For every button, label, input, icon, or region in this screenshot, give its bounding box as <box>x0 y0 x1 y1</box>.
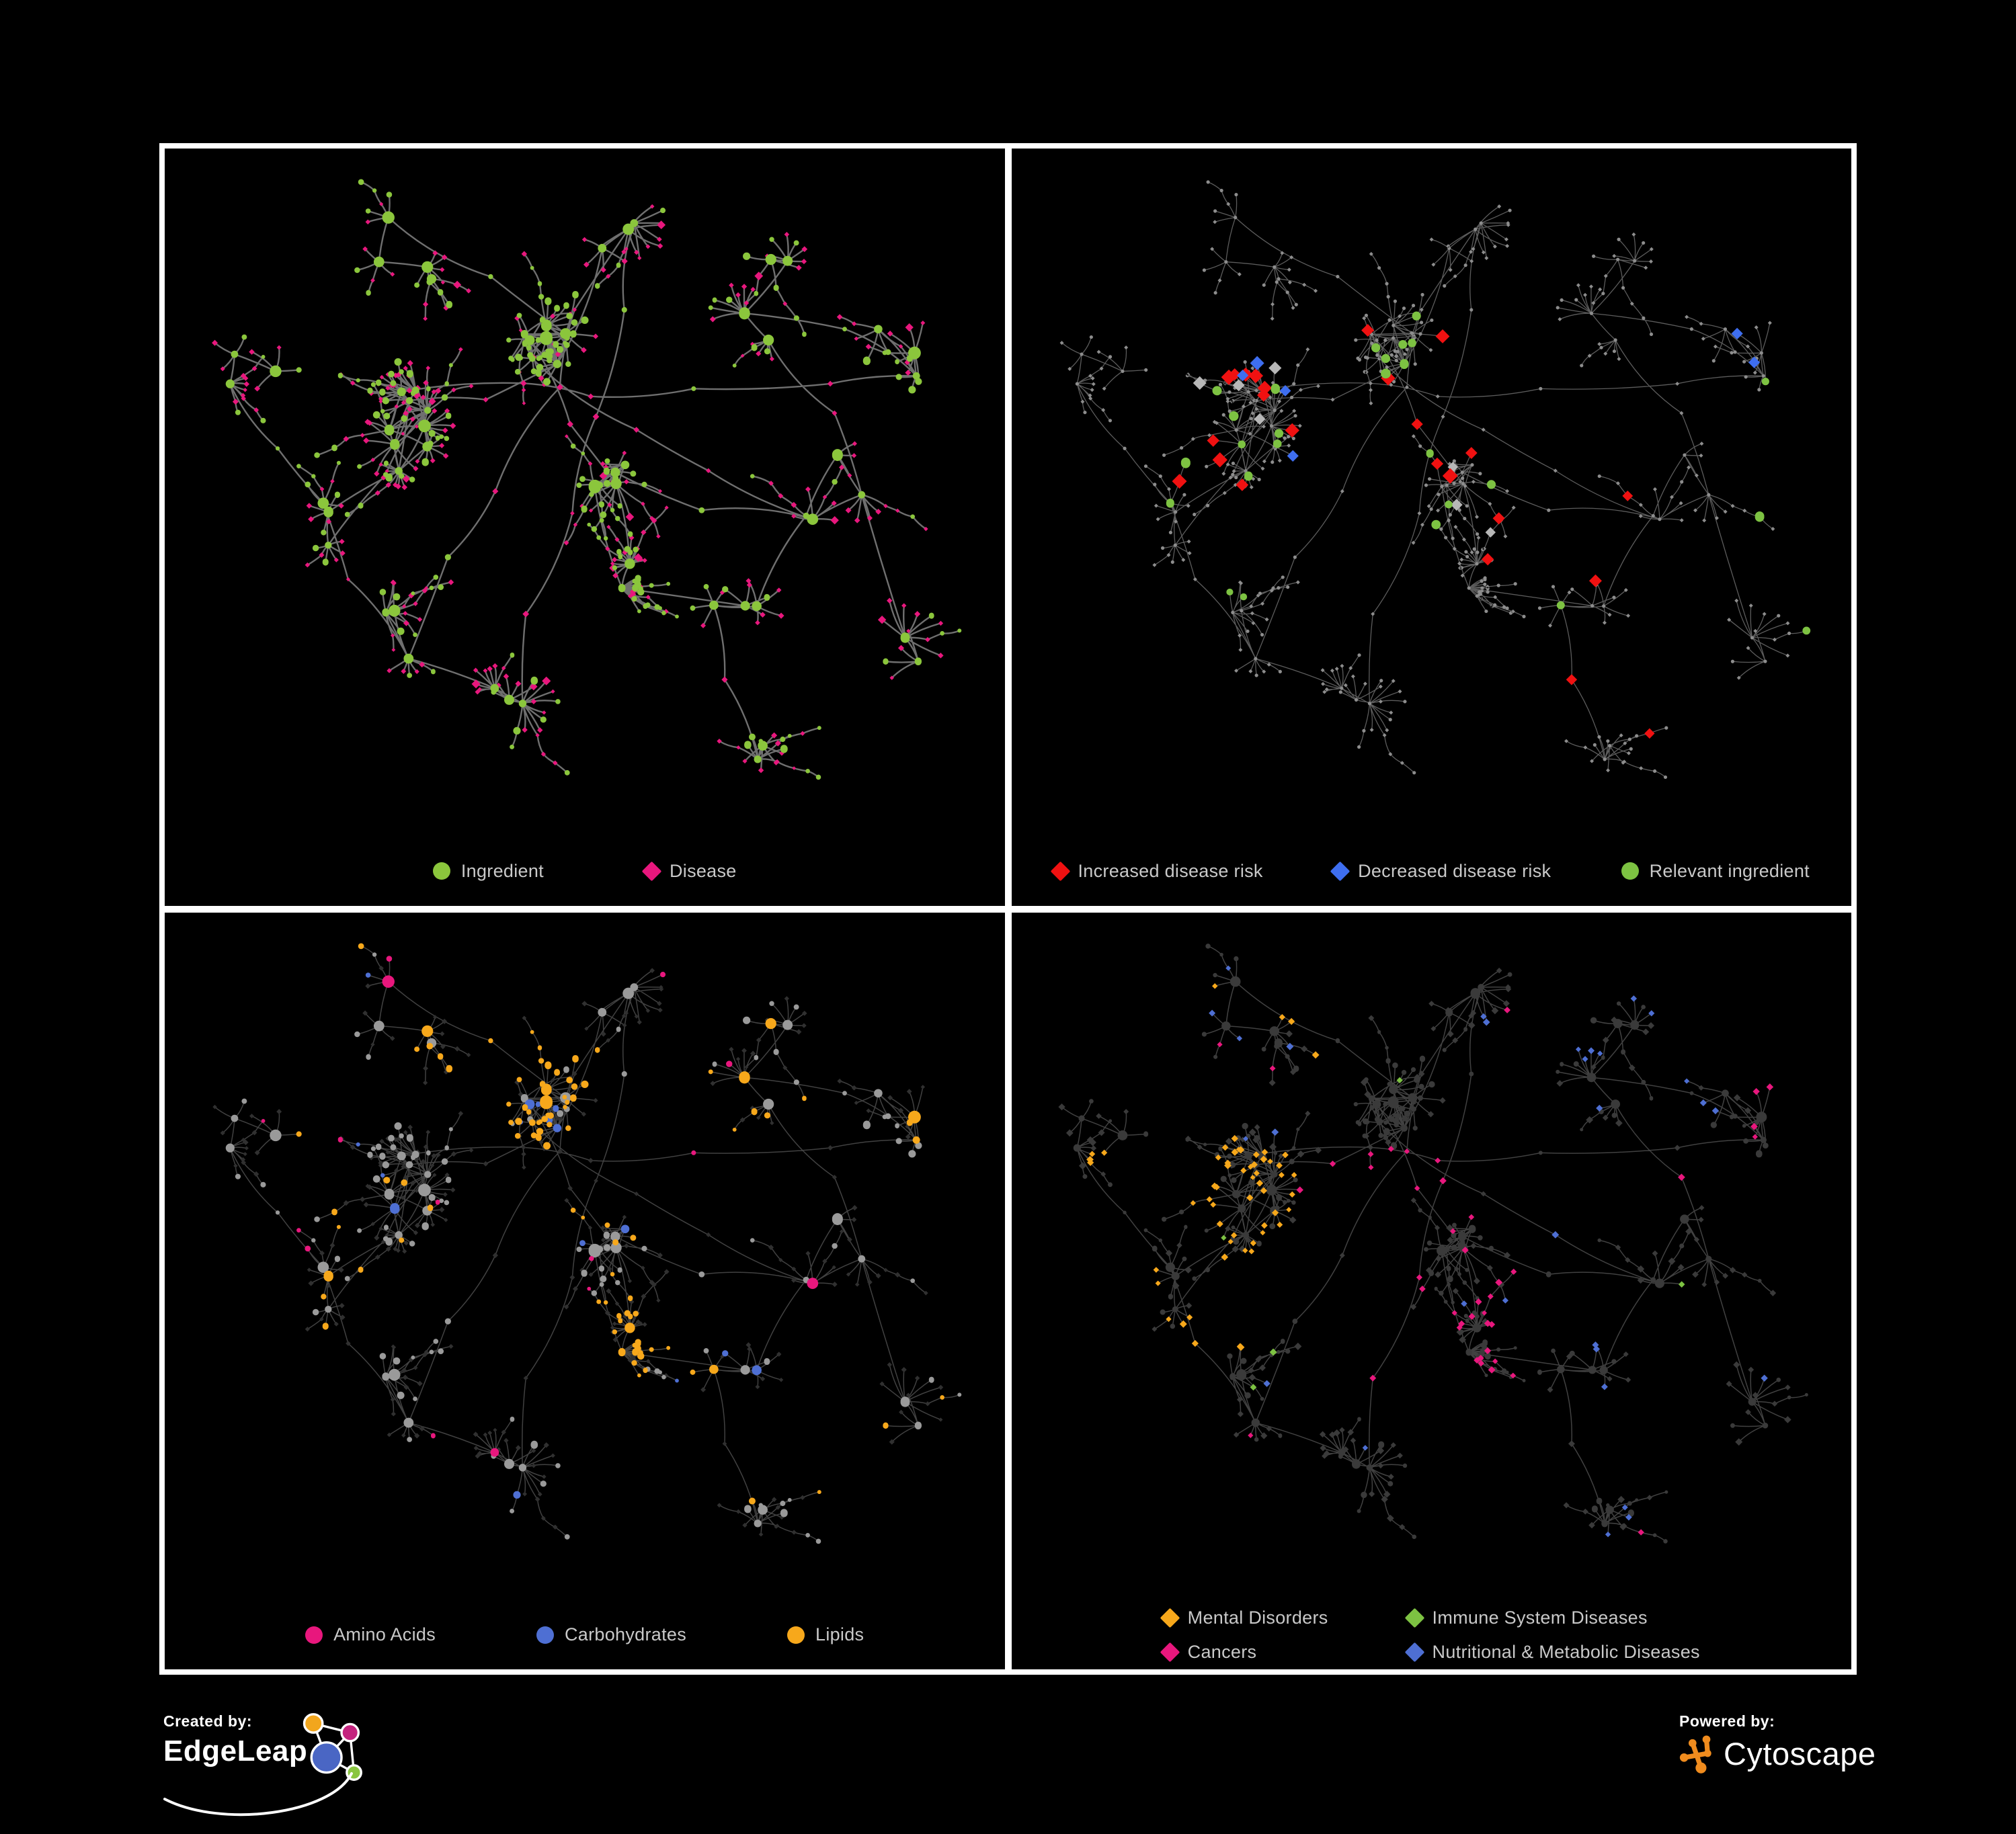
legend-label: Nutritional & Metabolic Diseases <box>1432 1642 1700 1662</box>
panel-disease-classes: Mental Disorders Immune System Diseases Ca… <box>1011 912 1852 1669</box>
edgeleap-node-magenta <box>340 1722 360 1743</box>
legend-label: Decreased disease risk <box>1358 860 1551 881</box>
panel-ingredient-disease: Ingredient Disease <box>165 149 1005 906</box>
legend-item-ingredient: Ingredient <box>432 860 544 882</box>
network-graph-ingredient-disease <box>212 179 962 780</box>
node-layer <box>1566 674 1654 739</box>
legend-item-disease: Disease <box>641 860 737 882</box>
legend-disease-classes: Mental Disorders Immune System Diseases Ca… <box>1012 1608 1852 1663</box>
legend-label: Ingredient <box>460 860 544 881</box>
network-edges <box>1061 945 1807 1542</box>
legend-disease-risk: Increased disease risk Decreased disease … <box>1012 861 1852 882</box>
legend-label: Immune System Diseases <box>1432 1608 1648 1628</box>
node-layer <box>1731 327 1760 368</box>
cytoscape-node <box>1688 1739 1697 1747</box>
legend-label: Carbohydrates <box>565 1624 686 1644</box>
edgeleap-node-orange <box>303 1713 324 1734</box>
created-by-label: Created by: <box>163 1712 253 1730</box>
legend-label: Amino Acids <box>333 1624 436 1644</box>
legend-item-nutritional-metabolic-diseases: Nutritional & Metabolic Diseases <box>1404 1642 1700 1663</box>
circle-swatch-icon <box>432 862 450 880</box>
legend-ingredient-disease: Ingredient Disease <box>165 861 1005 882</box>
legend-item-carbohydrates: Carbohydrates <box>536 1624 686 1645</box>
diamond-swatch-icon <box>1404 1608 1424 1628</box>
cytoscape-node <box>1679 1753 1689 1762</box>
cytoscape-node <box>1702 1735 1711 1744</box>
network-edges <box>1061 181 1807 778</box>
diamond-swatch-icon <box>1330 861 1350 881</box>
legend-label: Increased disease risk <box>1078 860 1263 881</box>
network-graph-nutrient-classes <box>212 942 962 1544</box>
node-layer <box>1166 311 1496 530</box>
legend-label: Mental Disorders <box>1187 1608 1328 1628</box>
diamond-swatch-icon <box>1160 1642 1180 1663</box>
cytoscape-logo-icon <box>1679 1735 1711 1774</box>
node-layer <box>1216 1006 1773 1536</box>
legend-label: Lipids <box>815 1624 864 1644</box>
edgeleap-node-blue <box>310 1741 343 1774</box>
edgeleap-logo-icon <box>303 1713 362 1781</box>
panel-disease-risk: Increased disease risk Decreased disease … <box>1011 149 1852 906</box>
network-panels-grid: Ingredient Disease Increased disease risk… <box>159 143 1857 1675</box>
legend-item-relevant-ingredient: Relevant ingredient <box>1621 861 1810 882</box>
network-edges <box>214 181 960 778</box>
circle-swatch-icon <box>305 1626 323 1644</box>
cytoscape-logo-text: Cytoscape <box>1724 1735 1876 1772</box>
node-layer <box>1086 983 1320 1351</box>
node-layer <box>1208 965 1768 1537</box>
legend-item-increased-disease-risk: Increased disease risk <box>1050 860 1263 882</box>
edgeleap-node-green <box>346 1764 362 1781</box>
legend-label: Relevant ingredient <box>1649 860 1810 881</box>
legend-label: Disease <box>669 860 737 881</box>
node-layer <box>1481 491 1633 587</box>
legend-item-cancers: Cancers <box>1160 1642 1328 1663</box>
powered-by-label: Powered by: <box>1679 1712 1775 1730</box>
node-layer <box>1225 588 1247 601</box>
cytoscape-credit: Powered by: Cytoscape <box>1679 1712 1901 1806</box>
legend-item-immune-system-diseases: Immune System Diseases <box>1404 1608 1700 1628</box>
node-layer <box>1236 356 1299 462</box>
cytoscape-node <box>1703 1749 1711 1757</box>
circle-swatch-icon <box>787 1626 805 1644</box>
legend-label: Cancers <box>1187 1642 1257 1662</box>
diamond-swatch-icon <box>641 861 662 881</box>
diamond-swatch-icon <box>1404 1642 1424 1663</box>
node-layer <box>261 955 819 1457</box>
edgeleap-logo-text: EdgeLeap <box>163 1735 308 1767</box>
panel-nutrient-classes: Amino Acids Carbohydrates Lipids <box>165 912 1005 1669</box>
node-layer <box>212 202 944 774</box>
legend-item-decreased-disease-risk: Decreased disease risk <box>1330 860 1551 882</box>
circle-swatch-icon <box>1621 862 1639 880</box>
network-edges <box>214 945 960 1542</box>
node-layer <box>225 952 962 1544</box>
legend-nutrient-classes: Amino Acids Carbohydrates Lipids <box>165 1624 1005 1645</box>
circle-swatch-icon <box>536 1626 554 1644</box>
cytoscape-node <box>1695 1762 1707 1774</box>
diamond-swatch-icon <box>1160 1608 1180 1628</box>
node-layer <box>1193 362 1496 538</box>
network-graph-disease-risk <box>1059 180 1810 780</box>
network-graph-disease-classes <box>1057 943 1808 1544</box>
edgeleap-credit: Created by: EdgeLeap <box>163 1712 385 1817</box>
diamond-swatch-icon <box>1050 861 1070 881</box>
legend-item-amino-acids: Amino Acids <box>305 1624 436 1645</box>
node-layer <box>1171 323 1505 525</box>
legend-item-lipids: Lipids <box>787 1624 864 1645</box>
legend-item-mental-disorders: Mental Disorders <box>1160 1608 1328 1628</box>
